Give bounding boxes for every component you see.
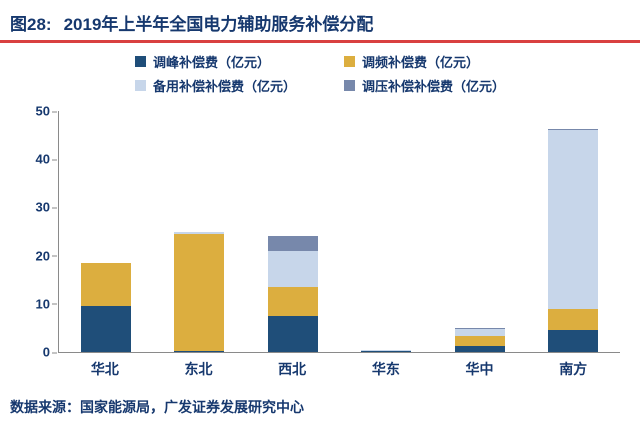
bar-segment xyxy=(174,233,225,351)
y-tick-label: 40 xyxy=(12,152,57,167)
bar-segment xyxy=(174,350,225,352)
x-label-华中: 华中 xyxy=(465,361,494,377)
legend-label: 调频补偿费（亿元） xyxy=(362,55,480,70)
chart: 0 10 20 30 40 50 华北 东北 西北 华东 华中 南方 xyxy=(10,103,624,379)
bar-segment xyxy=(454,346,505,352)
bar-segment xyxy=(80,262,131,307)
bar-segment xyxy=(454,335,505,347)
figure-title: 2019年上半年全国电力辅助服务补偿分配 xyxy=(63,15,374,34)
bar-segment xyxy=(361,351,412,352)
figure-label: 图28: xyxy=(10,15,52,34)
legend-swatch xyxy=(344,80,355,91)
bar-segment xyxy=(80,306,131,352)
bar-segment xyxy=(548,330,599,352)
y-tick-label: 0 xyxy=(12,345,57,360)
legend-swatch xyxy=(134,80,146,91)
bar-segment xyxy=(454,327,505,330)
legend-item: 调压补偿补偿费（亿元） xyxy=(344,76,505,95)
x-label-东北: 东北 xyxy=(184,361,213,377)
y-tick-label: 10 xyxy=(12,296,57,311)
bar-东北 xyxy=(153,111,247,352)
x-label-华东: 华东 xyxy=(371,361,400,377)
legend-label: 调峰补偿费（亿元） xyxy=(152,55,270,70)
bar-segment xyxy=(267,250,318,287)
bar-segment xyxy=(174,231,225,234)
source-note: 数据来源：国家能源局，广发证券发展研究中心 xyxy=(10,399,304,415)
bar-segment xyxy=(267,315,318,352)
bar-华东 xyxy=(340,111,434,352)
legend-swatch xyxy=(134,56,146,67)
bar-segment xyxy=(267,236,318,251)
x-label-华北: 华北 xyxy=(90,361,119,377)
bar-segment xyxy=(548,130,599,309)
x-label-南方: 南方 xyxy=(559,361,588,377)
bar-segment xyxy=(267,286,318,316)
bar-华北 xyxy=(59,111,153,352)
legend-item: 调频补偿费（亿元） xyxy=(344,52,505,71)
bar-segment xyxy=(548,308,599,331)
legend-item: 备用补偿补偿费（亿元） xyxy=(134,76,296,95)
y-tick-label: 30 xyxy=(12,200,57,215)
legend: 调峰补偿费（亿元） 调频补偿费（亿元） 备用补偿补偿费（亿元） 调压补偿补偿费（亿元） xyxy=(0,52,640,95)
bar-西北 xyxy=(246,111,340,352)
bar-南方 xyxy=(527,111,621,352)
legend-label: 备用补偿补偿费（亿元） xyxy=(152,79,296,94)
figure-header: 图28: 2019年上半年全国电力辅助服务补偿分配 xyxy=(0,0,640,43)
y-tick-label: 20 xyxy=(12,248,57,263)
legend-item: 调峰补偿费（亿元） xyxy=(134,52,296,71)
bar-segment xyxy=(454,329,505,336)
bar-segment xyxy=(548,128,599,131)
y-tick-label: 50 xyxy=(12,104,57,119)
plot-area: 0 10 20 30 40 50 xyxy=(36,104,621,360)
bar-华中 xyxy=(433,111,527,352)
legend-label: 调压补偿补偿费（亿元） xyxy=(362,79,506,94)
legend-swatch xyxy=(344,56,355,67)
x-label-西北: 西北 xyxy=(278,361,307,377)
x-axis-labels: 华北 东北 西北 华东 华中 南方 xyxy=(58,359,620,379)
